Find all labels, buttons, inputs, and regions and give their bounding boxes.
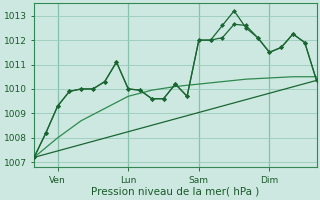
X-axis label: Pression niveau de la mer( hPa ): Pression niveau de la mer( hPa ) [91,187,260,197]
